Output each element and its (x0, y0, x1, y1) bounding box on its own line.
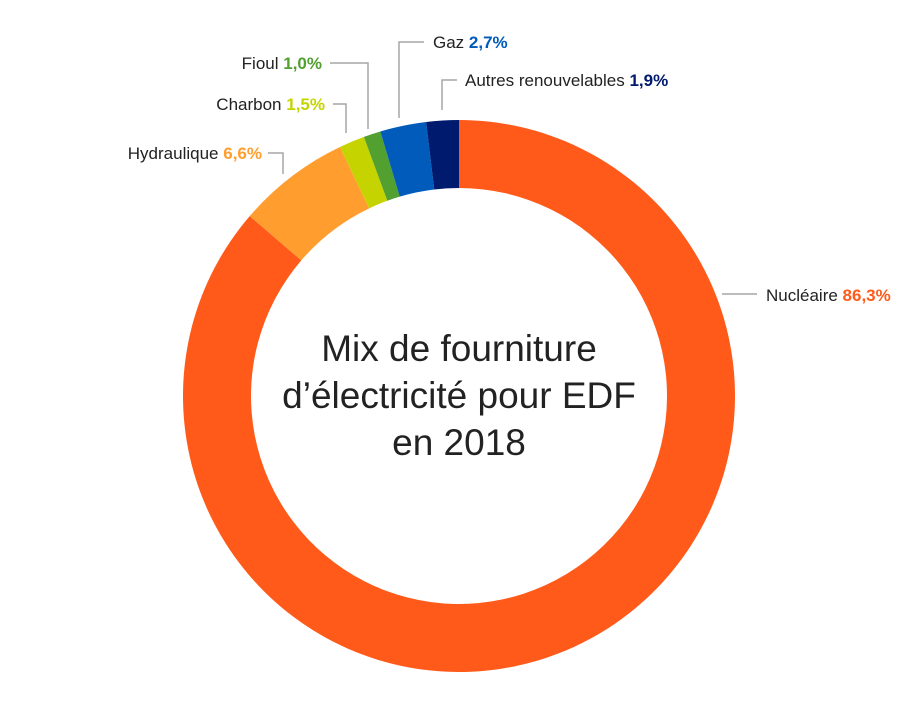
slice-hydraulique (249, 147, 370, 261)
leader-line-autres (441, 79, 457, 110)
leader-line-charbon (333, 103, 347, 133)
slice-autres-renouvelables (426, 120, 459, 190)
leader-line-gaz (398, 41, 424, 118)
label-nucleaire: Nucléaire 86,3% (766, 286, 891, 305)
label-gaz: Gaz 2,7% (433, 33, 508, 52)
slice-charbon (339, 136, 388, 209)
label-autres-renouvelables: Autres renouvelables 1,9% (465, 71, 668, 90)
chart-title-line-2: d’électricité pour EDF (282, 375, 636, 416)
label-fioul: Fioul 1,0% (242, 54, 322, 73)
chart-title-line-3: en 2018 (392, 422, 526, 463)
chart-title-line-1: Mix de fourniture (321, 328, 597, 369)
leader-line-hydraulique (268, 152, 284, 174)
slice-gaz (380, 121, 435, 197)
leader-line-fioul (330, 62, 369, 129)
label-hydraulique: Hydraulique 6,6% (128, 144, 262, 163)
slice-fioul (363, 131, 400, 201)
label-charbon: Charbon 1,5% (216, 95, 325, 114)
